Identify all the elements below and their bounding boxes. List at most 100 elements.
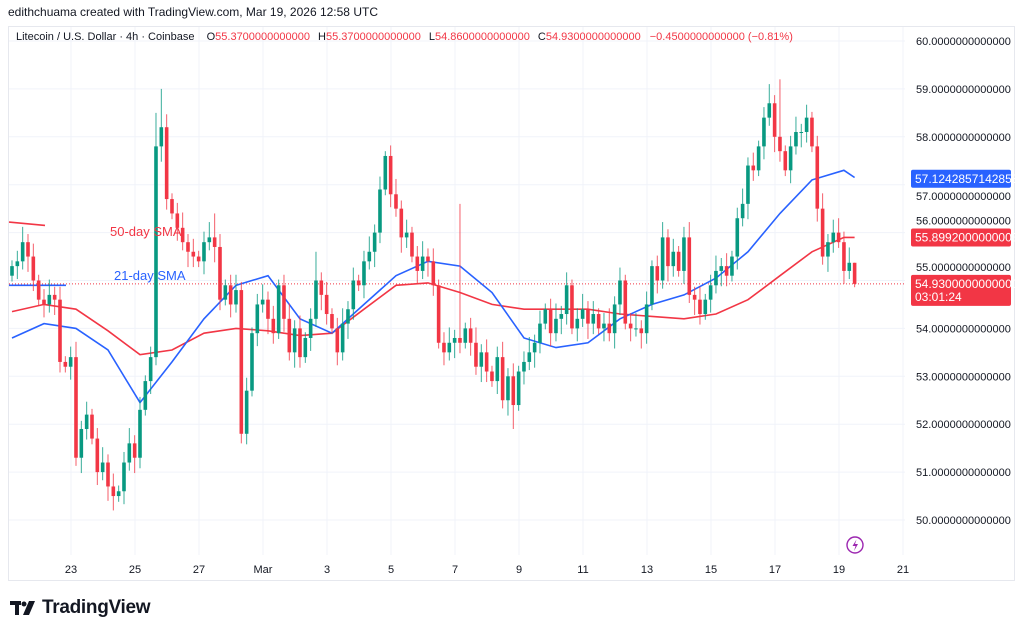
sma-21-price-tag: 57.1242857142858: [911, 169, 1019, 188]
candle: [63, 356, 68, 373]
change-value: −0.4500000000000 (−0.81%): [649, 31, 793, 43]
sma-50-price-tag: 55.8992000000003: [911, 228, 1019, 247]
candle: [511, 363, 516, 429]
candle: [479, 344, 484, 383]
candle-body: [490, 371, 494, 382]
candle: [228, 274, 233, 318]
candle-body: [276, 285, 281, 334]
candle-body: [58, 299, 62, 362]
candle-body: [511, 376, 516, 406]
candle-body: [324, 294, 329, 315]
candle: [303, 332, 308, 363]
candle-body: [580, 309, 585, 319]
candle-body: [271, 318, 276, 334]
candle: [804, 104, 809, 143]
candle-body: [602, 323, 606, 329]
candle-body: [852, 262, 857, 284]
candle-body: [74, 357, 78, 458]
candle-body: [212, 237, 217, 247]
candle-body: [746, 165, 750, 204]
candle: [682, 226, 686, 284]
candle-body: [362, 261, 366, 286]
sma-21-price-tag-text: 57.1242857142858: [915, 172, 1019, 186]
candle-body: [47, 294, 52, 305]
candle-body: [255, 304, 260, 334]
price-tick-label: 59.0000000000000: [916, 84, 1011, 96]
candle-body: [143, 381, 148, 410]
candle-body: [404, 232, 409, 238]
candle: [90, 408, 94, 445]
candle-body: [340, 323, 345, 353]
candle-body: [815, 146, 820, 209]
price-tick-label: 53.0000000000000: [916, 371, 1011, 383]
candle: [314, 251, 318, 327]
date-tick-label: 27: [193, 564, 205, 576]
candle-body: [607, 323, 612, 334]
date-tick-label: 25: [129, 564, 141, 576]
candle-body: [42, 299, 46, 305]
candle: [820, 193, 825, 265]
candle-body: [788, 146, 793, 171]
candle: [260, 284, 265, 313]
candle: [351, 267, 356, 320]
candle: [282, 274, 286, 332]
candle: [324, 281, 329, 325]
candle: [794, 116, 798, 155]
candle-body: [335, 328, 340, 353]
candle: [207, 222, 212, 251]
candle: [644, 291, 649, 344]
candle: [495, 346, 500, 395]
candle: [687, 222, 692, 304]
candle-body: [266, 299, 270, 319]
lightning-icon[interactable]: [846, 536, 864, 554]
candle: [735, 207, 740, 270]
candle-body: [372, 232, 377, 252]
date-tick-label: 19: [833, 564, 845, 576]
candle-body: [612, 304, 617, 334]
candle: [330, 308, 334, 335]
candle: [783, 145, 788, 177]
candle: [740, 188, 745, 227]
candle-body: [287, 318, 292, 353]
candle-body: [442, 342, 446, 353]
candle-body: [223, 285, 228, 300]
time-axis[interactable]: 23 25 27 Mar 3 5 7 9 11 13 15 17 19 21: [65, 564, 909, 576]
candle-body: [495, 357, 500, 382]
candle-body: [794, 132, 798, 147]
symbol-name[interactable]: Litecoin / U.S. Dollar · 4h · Coinbase: [16, 31, 195, 43]
candle: [415, 246, 420, 284]
candle-body: [836, 232, 841, 243]
candle: [447, 327, 452, 361]
candle-body: [783, 151, 788, 171]
candle: [68, 346, 73, 380]
candle-body: [420, 256, 425, 271]
candle: [591, 301, 596, 335]
candle: [36, 274, 41, 306]
candle-body: [500, 357, 505, 401]
date-tick-label: 9: [516, 564, 522, 576]
candle-body: [666, 237, 670, 267]
candle-body: [847, 262, 852, 271]
candle: [810, 111, 814, 153]
candle-body: [175, 213, 180, 228]
candle: [719, 257, 724, 287]
candle-body: [394, 194, 398, 209]
candle: [730, 250, 734, 282]
candle-body: [90, 414, 94, 439]
candle-body: [644, 304, 649, 334]
candle-body: [628, 323, 633, 329]
candle-body: [303, 337, 308, 358]
candle-body: [538, 323, 542, 343]
candle-body: [655, 266, 660, 281]
candle-body: [250, 333, 254, 391]
price-tick-label: 54.0000000000000: [916, 323, 1011, 335]
tradingview-logo[interactable]: TradingView: [10, 597, 151, 619]
date-tick-label: 15: [705, 564, 717, 576]
price-axis[interactable]: 50.0000000000000 51.0000000000000 52.00000…: [916, 36, 1011, 527]
candle: [564, 272, 569, 325]
candle-body: [543, 309, 548, 324]
candle-body: [106, 462, 110, 487]
price-tick-label: 52.0000000000000: [916, 419, 1011, 431]
date-tick-label: 3: [324, 564, 330, 576]
